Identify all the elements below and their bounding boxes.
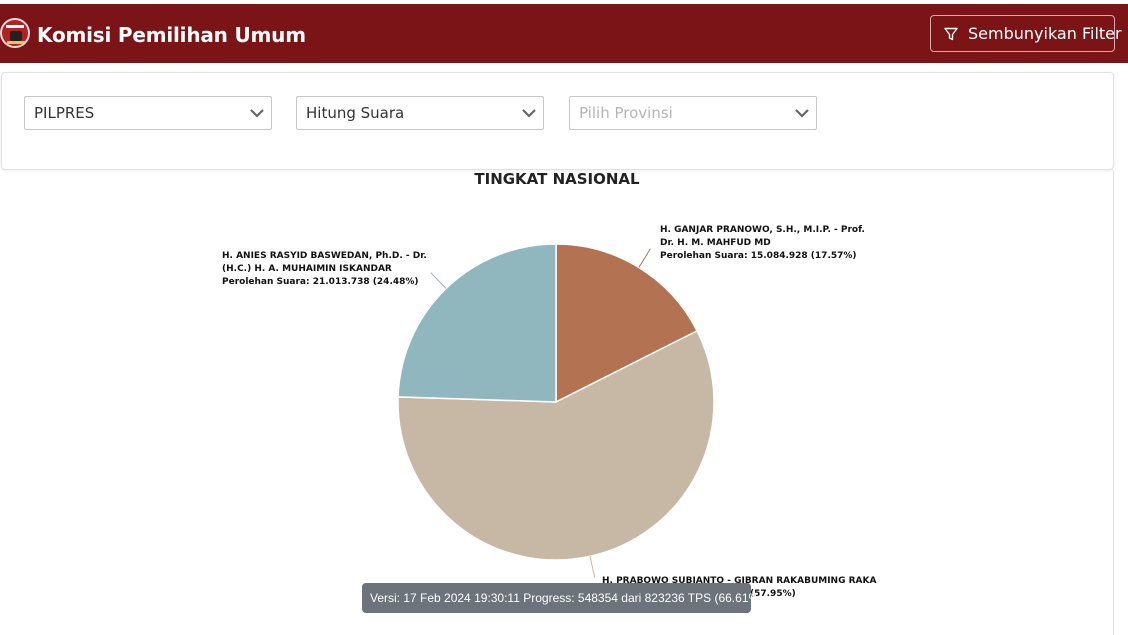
chevron-down-icon: [522, 109, 536, 118]
count-mode-value: Hitung Suara: [306, 104, 405, 122]
province-select[interactable]: Pilih Provinsi: [569, 96, 817, 130]
slice-label-anies: H. ANIES RASYID BASWEDAN, Ph.D. - Dr. (H…: [222, 250, 427, 289]
count-mode-select[interactable]: Hitung Suara: [296, 96, 544, 130]
slice-label-prabowo: H. PRABOWO SUBIANTO - GIBRAN RAKABUMING …: [602, 575, 876, 601]
ganjar-name-line2: Dr. H. M. MAHFUD MD: [660, 238, 771, 248]
prabowo-votes: (57.95%): [750, 589, 796, 599]
hide-filter-label: Sembunyikan Filter: [968, 24, 1122, 43]
version-progress-tooltip: Versi: 17 Feb 2024 19:30:11 Progress: 54…: [362, 583, 763, 613]
prabowo-name-line1: H. PRABOWO SUBIANTO - GIBRAN RAKABUMING …: [602, 576, 877, 586]
anies-votes: Perolehan Suara: 21.013.738 (24.48%): [222, 277, 419, 287]
anies-name-line1: H. ANIES RASYID BASWEDAN, Ph.D. - Dr.: [222, 251, 427, 261]
election-type-value: PILPRES: [34, 104, 95, 122]
chart-area: [0, 170, 1114, 635]
election-type-select[interactable]: PILPRES: [24, 96, 272, 130]
chevron-down-icon: [250, 109, 264, 118]
anies-name-line2: (H.C.) H. A. MUHAIMIN ISKANDAR: [222, 264, 392, 274]
slice-label-ganjar: H. GANJAR PRANOWO, S.H., M.I.P. - Prof. …: [660, 224, 865, 263]
chart-title: TINGKAT NASIONAL: [474, 170, 640, 188]
app-title: Komisi Pemilihan Umum: [37, 23, 306, 47]
ganjar-name-line1: H. GANJAR PRANOWO, S.H., M.I.P. - Prof.: [660, 225, 865, 235]
app-header: Komisi Pemilihan Umum Sembunyikan Filter: [0, 4, 1128, 63]
chevron-down-icon: [795, 109, 809, 118]
kpu-logo: [0, 18, 30, 48]
filter-icon: [944, 27, 958, 40]
ganjar-votes: Perolehan Suara: 15.084.928 (17.57%): [660, 251, 857, 261]
province-placeholder: Pilih Provinsi: [579, 104, 673, 122]
hide-filter-button[interactable]: Sembunyikan Filter: [930, 15, 1122, 52]
